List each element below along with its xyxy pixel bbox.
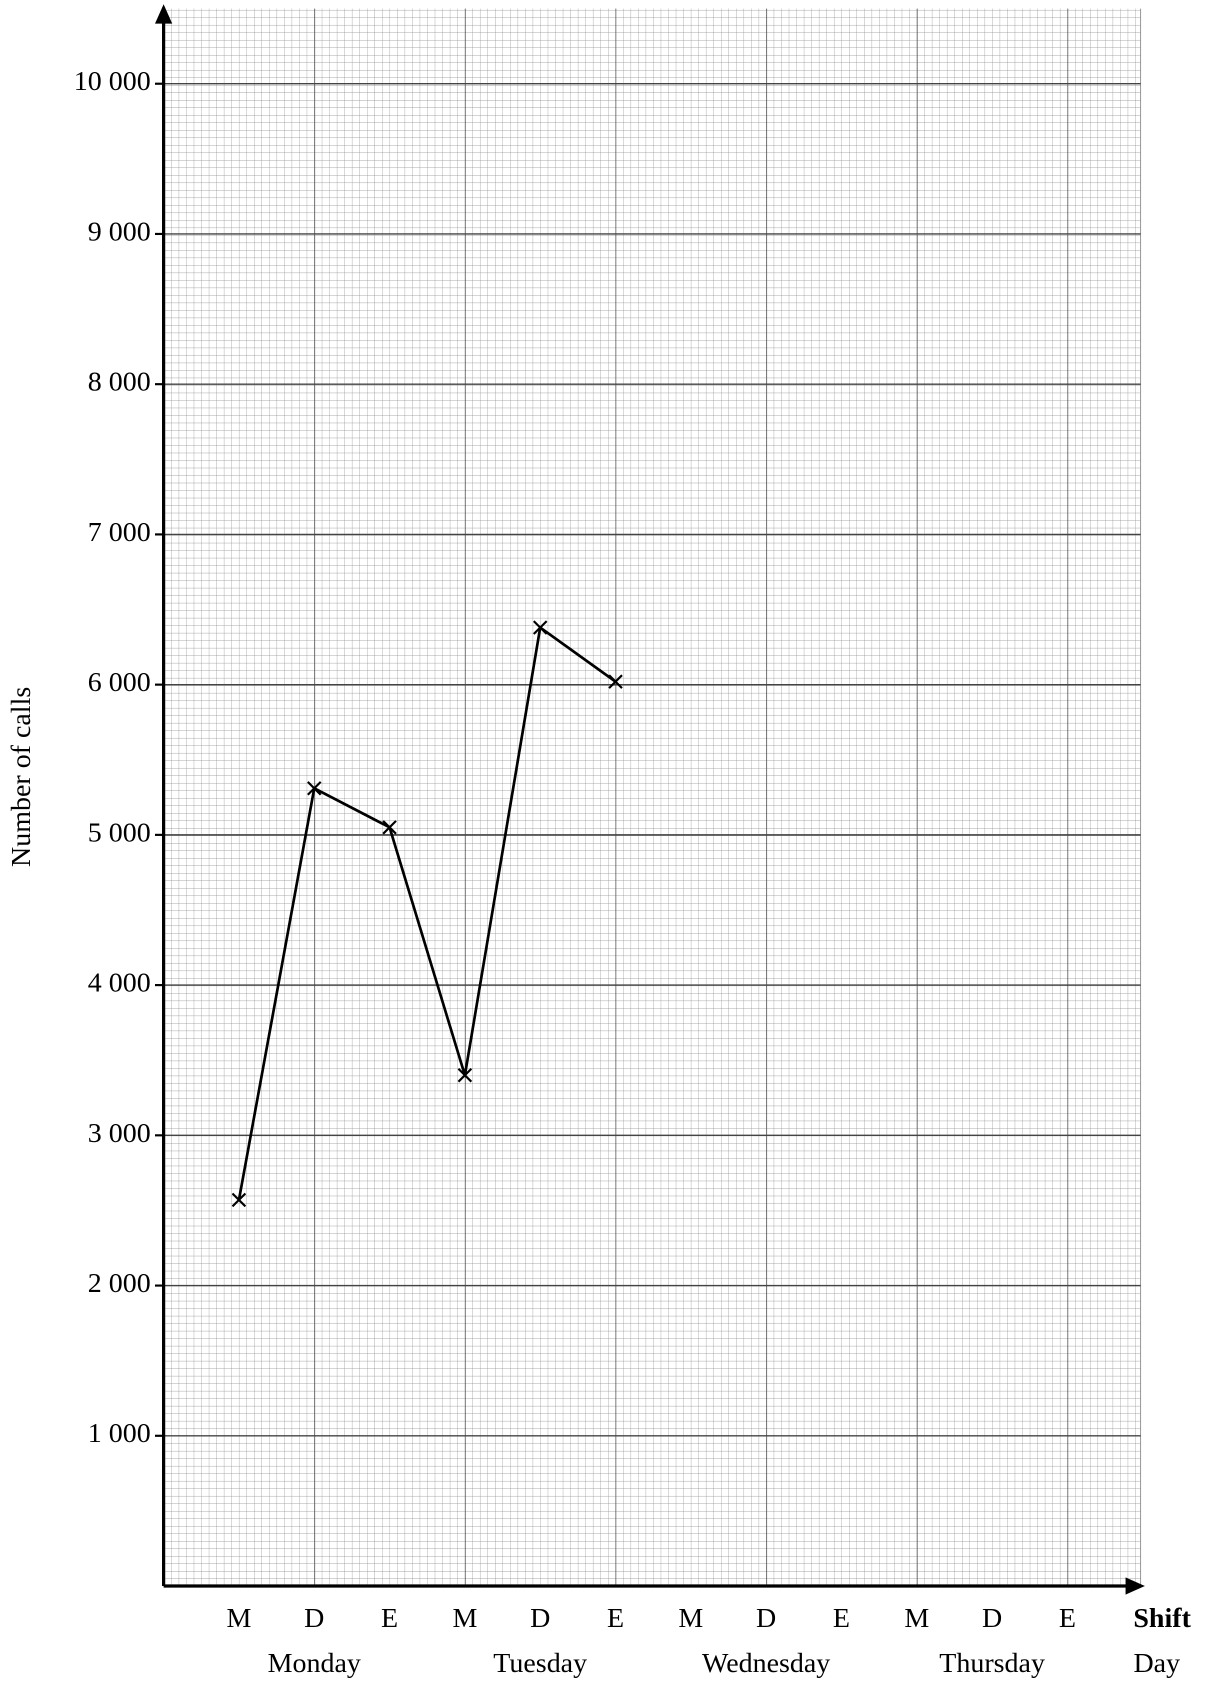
x-group-axis-label: Day bbox=[1133, 1648, 1180, 1679]
x-axis-arrow bbox=[1125, 1577, 1145, 1595]
point-marker bbox=[382, 820, 397, 835]
x-group-label: Tuesday bbox=[493, 1648, 587, 1679]
x-tick-label: M bbox=[678, 1603, 703, 1634]
y-tick-label: 5 000 bbox=[88, 817, 151, 848]
x-tick-label: M bbox=[904, 1603, 929, 1634]
x-tick-label: M bbox=[452, 1603, 477, 1634]
x-tick-label: E bbox=[381, 1603, 398, 1634]
point-marker bbox=[608, 674, 623, 689]
y-tick-label: 9 000 bbox=[88, 216, 151, 247]
x-tick-label: E bbox=[1059, 1603, 1076, 1634]
y-tick-label: 10 000 bbox=[74, 66, 151, 97]
major-vertical-grid bbox=[163, 8, 1141, 1587]
x-tick-label: D bbox=[982, 1603, 1002, 1634]
y-tick-label: 4 000 bbox=[88, 968, 151, 999]
y-tick-label: 7 000 bbox=[88, 517, 151, 548]
y-tick-label: 3 000 bbox=[88, 1118, 151, 1149]
x-tick-label: M bbox=[226, 1603, 251, 1634]
y-tick-label: 6 000 bbox=[88, 667, 151, 698]
point-marker bbox=[457, 1068, 473, 1083]
y-tick-label: 8 000 bbox=[88, 367, 151, 398]
point-marker bbox=[231, 1192, 247, 1208]
x-tick-label: D bbox=[756, 1603, 776, 1634]
x-tick-label: E bbox=[607, 1603, 624, 1634]
y-tick-label: 1 000 bbox=[88, 1418, 151, 1449]
x-tick-label: D bbox=[530, 1603, 550, 1634]
x-group-label: Monday bbox=[268, 1648, 361, 1679]
plot bbox=[163, 83, 1141, 1437]
data-line bbox=[237, 625, 617, 1201]
y-axis-label: Number of calls bbox=[6, 687, 37, 867]
x-group-label: Thursday bbox=[939, 1648, 1045, 1679]
x-tick-label: D bbox=[304, 1603, 324, 1634]
point-marker bbox=[532, 620, 548, 635]
y-axis-arrow bbox=[155, 4, 173, 24]
point-marker bbox=[307, 781, 322, 796]
y-tick-label: 2 000 bbox=[88, 1268, 151, 1299]
x-axis-label: Shift bbox=[1133, 1603, 1191, 1634]
x-tick-label: E bbox=[833, 1603, 850, 1634]
x-group-label: Wednesday bbox=[702, 1648, 830, 1679]
